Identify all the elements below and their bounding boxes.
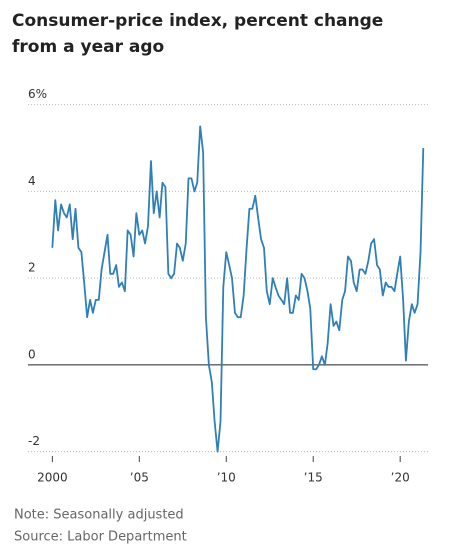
x-tick-label: ’05: [130, 471, 149, 485]
x-tick-label: 2000: [37, 471, 68, 485]
note: Note: Seasonally adjusted: [14, 508, 184, 523]
x-tick-label: ’20: [391, 471, 410, 485]
chart-title: Consumer-price index, percent change fro…: [12, 11, 384, 57]
y-tick-label: 0: [28, 347, 36, 361]
y-tick-label: 2: [28, 261, 36, 275]
data-line: [51, 125, 425, 453]
source: Source: Labor Department: [14, 530, 187, 545]
x-tick-label: ’10: [217, 471, 236, 485]
y-tick-label: -2: [28, 434, 40, 448]
y-tick-label: 4: [28, 174, 36, 188]
y-tick-label: 6%: [28, 87, 47, 101]
x-tick-label: ’15: [304, 471, 323, 485]
